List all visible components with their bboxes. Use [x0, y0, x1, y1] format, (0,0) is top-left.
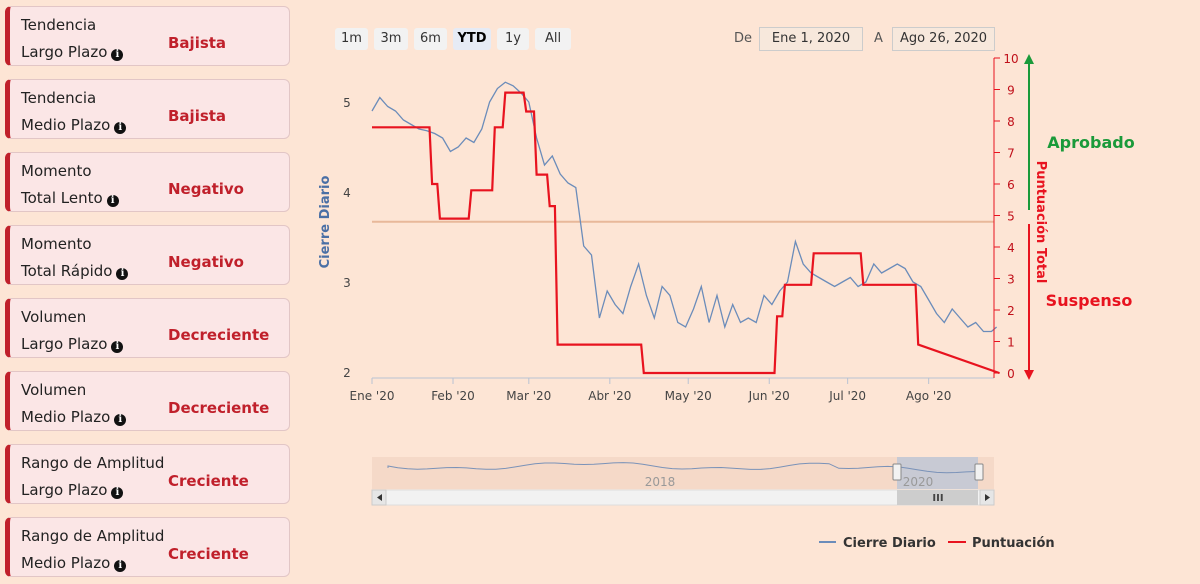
- y-right-tick-label: 4: [1007, 241, 1015, 255]
- indicator-value: Decreciente: [168, 399, 270, 417]
- navigator-selection: [897, 457, 978, 489]
- indicator-subtitle: Largo Plazo i: [21, 481, 124, 499]
- from-date-input[interactable]: Ene 1, 2020: [759, 27, 863, 51]
- indicator-subtitle: Medio Plazo i: [21, 408, 127, 426]
- indicator-card: Volumen Medio Plazo i Decreciente: [5, 371, 290, 431]
- range-button-1m[interactable]: 1m: [335, 28, 368, 50]
- indicator-card: Tendencia Largo Plazo i Bajista: [5, 6, 290, 66]
- chevron-left-icon: [377, 494, 382, 501]
- range-button-ytd[interactable]: YTD: [453, 28, 491, 50]
- y-left-tick-label: 2: [343, 366, 351, 380]
- indicator-title: Volumen: [21, 308, 87, 326]
- navigator-year-label: 2018: [645, 475, 676, 489]
- indicator-subtitle: Medio Plazo i: [21, 116, 127, 134]
- puntuacion-line: [372, 91, 1000, 375]
- indicator-value: Negativo: [168, 180, 244, 198]
- x-tick-label: Jul '20: [828, 389, 866, 403]
- indicator-subtitle: Largo Plazo i: [21, 43, 124, 61]
- indicator-card: Momento Total Rápido i Negativo: [5, 225, 290, 285]
- navigator-handle-left: [892, 463, 902, 481]
- from-label: De: [734, 31, 753, 46]
- indicator-subtitle: Largo Plazo i: [21, 335, 124, 353]
- x-tick-label: Jun '20: [748, 389, 790, 403]
- y-right-tick-label: 6: [1007, 178, 1015, 192]
- navigator-series: [387, 462, 977, 474]
- y-right-tick-label: 8: [1007, 115, 1015, 129]
- indicator-value: Negativo: [168, 253, 244, 271]
- indicator-value: Creciente: [168, 545, 249, 563]
- navigator-track: [372, 457, 994, 489]
- y-left-tick-label: 4: [343, 186, 351, 200]
- x-tick-label: Ago '20: [906, 389, 952, 403]
- indicator-value: Bajista: [168, 107, 227, 125]
- indicator-title: Tendencia: [21, 89, 97, 107]
- y-right-tick-label: 5: [1007, 210, 1015, 224]
- indicator-card: Volumen Largo Plazo i Decreciente: [5, 298, 290, 358]
- range-button-3m[interactable]: 3m: [374, 28, 408, 50]
- scrollbar-thumb: [897, 490, 978, 505]
- indicator-title: Momento: [21, 162, 92, 180]
- indicator-card: Tendencia Medio Plazo i Bajista: [5, 79, 290, 139]
- x-tick-label: May '20: [665, 389, 712, 403]
- range-button-all[interactable]: All: [535, 28, 571, 50]
- indicator-card: Rango de Amplitud Largo Plazo i Creciente: [5, 444, 290, 504]
- indicator-value: Creciente: [168, 472, 249, 490]
- failed-label: Suspenso: [1046, 291, 1133, 310]
- indicator-title: Momento: [21, 235, 92, 253]
- navigator-handle-right: [974, 463, 984, 481]
- indicator-title: Tendencia: [21, 16, 97, 34]
- y-left-tick-label: 3: [343, 276, 351, 290]
- info-icon[interactable]: i: [111, 487, 124, 499]
- y-right-tick-label: 0: [1007, 367, 1015, 381]
- info-icon[interactable]: i: [114, 560, 127, 572]
- to-label: A: [874, 31, 883, 46]
- info-icon[interactable]: i: [114, 414, 127, 426]
- y-left-axis-title: Cierre Diario: [318, 176, 333, 269]
- legend-label: Puntuación: [972, 536, 1055, 551]
- indicator-card: Momento Total Lento i Negativo: [5, 152, 290, 212]
- range-button-1y[interactable]: 1y: [497, 28, 529, 50]
- y-right-axis-title: Puntuación Total: [1033, 161, 1048, 284]
- legend-label: Cierre Diario: [843, 536, 936, 551]
- x-tick-label: Mar '20: [506, 389, 551, 403]
- y-right-tick-label: 9: [1007, 84, 1015, 98]
- info-icon[interactable]: i: [116, 268, 129, 280]
- approved-label: Aprobado: [1047, 133, 1134, 152]
- indicator-title: Volumen: [21, 381, 87, 399]
- info-icon[interactable]: i: [111, 49, 124, 61]
- indicator-subtitle: Medio Plazo i: [21, 554, 127, 572]
- indicator-title: Rango de Amplitud: [21, 454, 165, 472]
- info-icon[interactable]: i: [114, 122, 127, 134]
- chevron-right-icon: [985, 494, 990, 501]
- y-right-tick-label: 1: [1007, 336, 1015, 350]
- indicator-subtitle: Total Lento i: [21, 189, 119, 207]
- navigator-year-label: 2020: [903, 475, 934, 489]
- info-icon[interactable]: i: [106, 195, 119, 207]
- y-right-tick-label: 10: [1003, 52, 1018, 66]
- indicator-value: Bajista: [168, 34, 227, 52]
- y-right-tick-label: 2: [1007, 304, 1015, 318]
- info-icon[interactable]: i: [111, 341, 124, 353]
- range-button-6m[interactable]: 6m: [414, 28, 447, 50]
- y-right-tick-label: 7: [1007, 147, 1015, 161]
- indicator-subtitle: Total Rápido i: [21, 262, 129, 280]
- indicator-card: Rango de Amplitud Medio Plazo i Creciente: [5, 517, 290, 577]
- failed-arrow-head: [1024, 370, 1034, 380]
- indicator-value: Decreciente: [168, 326, 270, 344]
- navigator[interactable]: 2018 2020 III: [371, 457, 995, 506]
- x-tick-label: Abr '20: [588, 389, 631, 403]
- x-tick-label: Ene '20: [350, 389, 395, 403]
- indicator-title: Rango de Amplitud: [21, 527, 165, 545]
- approved-arrow-head: [1024, 54, 1034, 64]
- scrollbar-grip: III: [932, 493, 943, 504]
- cierre-diario-line: [371, 81, 998, 333]
- y-left-tick-label: 5: [343, 96, 351, 110]
- to-date-input[interactable]: Ago 26, 2020: [892, 27, 995, 51]
- y-right-tick-label: 3: [1007, 273, 1015, 287]
- x-tick-label: Feb '20: [431, 389, 475, 403]
